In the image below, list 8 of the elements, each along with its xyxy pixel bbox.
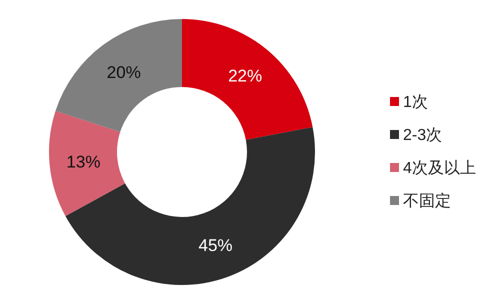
data-label: 22%: [228, 66, 262, 86]
data-label: 20%: [106, 62, 141, 82]
data-label: 45%: [198, 236, 233, 256]
legend-label: 2-3次: [403, 127, 442, 144]
data-label: 13%: [66, 152, 100, 172]
legend-label: 1次: [403, 94, 428, 111]
legend-label: 4次及以上: [403, 159, 476, 177]
legend-label: 不固定: [403, 192, 451, 210]
